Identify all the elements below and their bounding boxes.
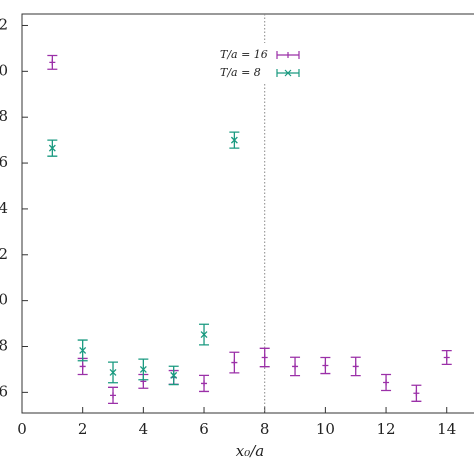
y-tick-label: 6 [0,382,8,400]
point [292,363,299,370]
y-tick-label: 0 [0,61,8,79]
x-axis-label: x₀/a [236,442,264,460]
legend-swatch [276,69,300,77]
x-tick-label: 6 [199,420,209,438]
x-tick-label: 14 [437,420,456,438]
point [79,363,86,370]
legend-label: T/a = 16 [220,48,268,61]
point [170,371,178,379]
x-tick-label: 10 [316,420,335,438]
point [230,136,238,144]
point [201,380,208,387]
legend-box [215,43,305,83]
y-tick-label: 2 [0,15,8,33]
x-tick-label: 12 [377,420,396,438]
point [352,363,359,370]
legend-label: T/a = 8 [220,66,261,79]
point [413,390,420,397]
x-tick-label: 0 [17,420,27,438]
y-tick-label: 8 [0,107,8,125]
x-tick-label: 8 [260,420,270,438]
point [110,392,117,399]
y-tick-label: 0 [0,291,8,309]
point [231,359,238,366]
point [383,379,390,386]
x-tick-label: 4 [139,420,149,438]
y-tick-label: 2 [0,245,8,263]
plot-frame [21,13,474,414]
point [109,368,117,376]
point [48,144,56,152]
point [79,346,87,354]
point [261,354,268,361]
point [49,59,56,66]
legend-swatch [276,51,300,59]
y-tick-label: 4 [0,199,8,217]
point [139,365,147,373]
point [443,354,450,361]
y-tick-label: 8 [0,337,8,355]
x-tick-label: 2 [78,420,88,438]
point [322,362,329,369]
point [200,331,208,339]
y-tick-label: 6 [0,153,8,171]
